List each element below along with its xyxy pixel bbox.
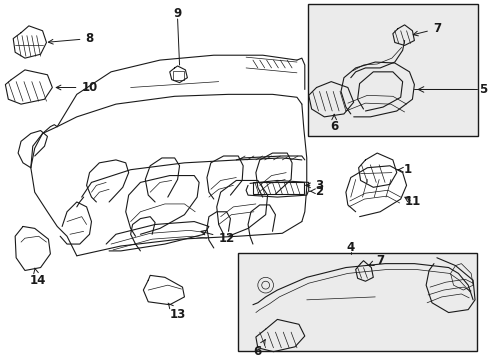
Bar <box>238 253 476 351</box>
Bar <box>307 4 477 136</box>
Text: 8: 8 <box>48 32 94 45</box>
Text: 6: 6 <box>329 114 338 133</box>
Text: 10: 10 <box>56 81 98 94</box>
Text: 4: 4 <box>346 242 354 255</box>
Bar <box>172 71 184 80</box>
Text: 5: 5 <box>478 83 486 96</box>
Text: 7: 7 <box>412 22 440 36</box>
Text: 12: 12 <box>201 230 234 245</box>
Text: 13: 13 <box>168 303 185 321</box>
Text: 3: 3 <box>305 179 323 192</box>
Text: 2: 2 <box>309 185 323 198</box>
Text: 6: 6 <box>253 340 264 358</box>
Bar <box>252 183 303 194</box>
Text: 9: 9 <box>173 6 182 20</box>
Text: 14: 14 <box>29 268 46 287</box>
Text: 7: 7 <box>368 254 384 267</box>
Text: 11: 11 <box>404 195 420 208</box>
Text: 1: 1 <box>397 163 411 176</box>
